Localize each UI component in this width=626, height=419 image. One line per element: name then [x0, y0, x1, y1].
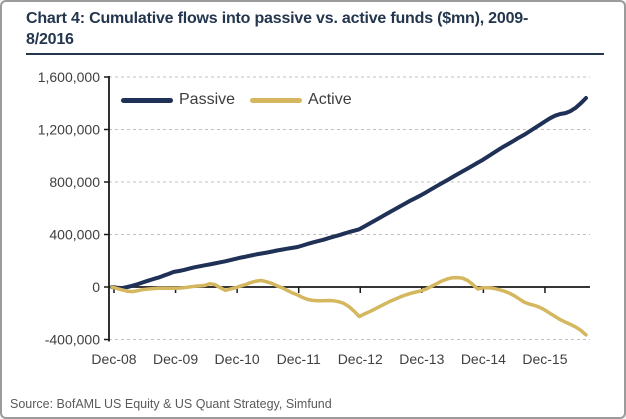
y-tick-label: 800,000: [49, 174, 100, 190]
chart-title-line-1: Chart 4: Cumulative flows into passive v…: [26, 10, 529, 27]
x-tick-label: Dec-09: [153, 351, 198, 367]
x-tick-label: Dec-15: [522, 351, 567, 367]
chart-title-line-2: 8/2016: [26, 31, 74, 48]
y-tick-label: 400,000: [49, 227, 100, 243]
x-tick-label: Dec-14: [461, 351, 506, 367]
x-tick-label: Dec-08: [91, 351, 136, 367]
x-tick-label: Dec-10: [215, 351, 260, 367]
y-tick-label: 0: [92, 279, 100, 295]
x-tick-label: Dec-12: [338, 351, 383, 367]
active-line-swatch: [250, 97, 303, 103]
x-tick-label: Dec-11: [277, 351, 321, 367]
y-tick-label: 1,600,000: [38, 69, 100, 85]
source-note: Source: BofAML US Equity & US Quant Stra…: [10, 397, 332, 411]
active-series-line: [110, 275, 588, 337]
legend-item-active: Active: [250, 91, 352, 109]
legend-label-passive: Passive: [179, 91, 236, 108]
y-tick-label: 1,200,000: [38, 122, 100, 138]
y-tick-label: -400,000: [45, 332, 100, 348]
passive-series-line: [110, 96, 588, 291]
legend-label-active: Active: [308, 91, 352, 108]
legend-item-passive: Passive: [121, 91, 235, 109]
chart-legend: Passive Active: [121, 91, 352, 109]
chart-title-block: Chart 4: Cumulative flows into passive v…: [26, 8, 604, 55]
x-tick-label: Dec-13: [399, 351, 444, 367]
passive-line-swatch: [121, 97, 173, 103]
